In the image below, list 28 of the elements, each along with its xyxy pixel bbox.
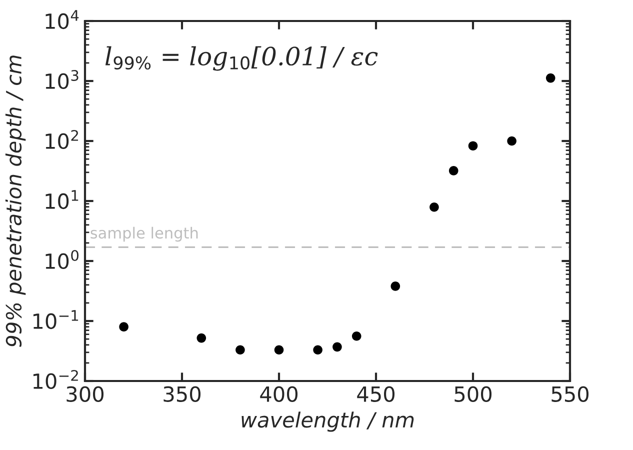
x-tick-label: 550 (552, 386, 588, 402)
point (119, 322, 128, 332)
x-tick-label: 450 (357, 386, 394, 402)
y-tick-label: 10$^{4}$ (46, 10, 79, 30)
y-tick-label: 10$^{1}$ (46, 190, 78, 210)
x-tick-label: 350 (164, 386, 200, 402)
point (332, 342, 342, 352)
x-tick-label: 500 (454, 386, 492, 402)
y-axis-title: 99% penetration depth / cm (5, 56, 26, 347)
y-tick-label: 10$^{0}$ (46, 250, 78, 270)
point (507, 136, 516, 146)
x-tick-label: 400 (260, 386, 298, 402)
point (390, 282, 400, 291)
y-tick-label: 10$^{3}$ (46, 70, 78, 90)
point (448, 166, 458, 176)
x-axis-title: wavelength / nm (242, 412, 414, 432)
y-tick-label: 10$^{2}$ (46, 130, 78, 150)
point (274, 345, 284, 355)
point (313, 345, 322, 355)
point (430, 202, 439, 212)
ref-line-label: sample length (90, 226, 198, 242)
y-tick-label: 10$^{−1}$ (33, 310, 78, 330)
annotation: l$_{99%}$ = log$_{10}$[0.01] / εc (105, 46, 378, 71)
point (546, 73, 556, 83)
point (236, 345, 245, 355)
point (468, 141, 478, 151)
point (196, 333, 206, 343)
point (352, 331, 362, 341)
